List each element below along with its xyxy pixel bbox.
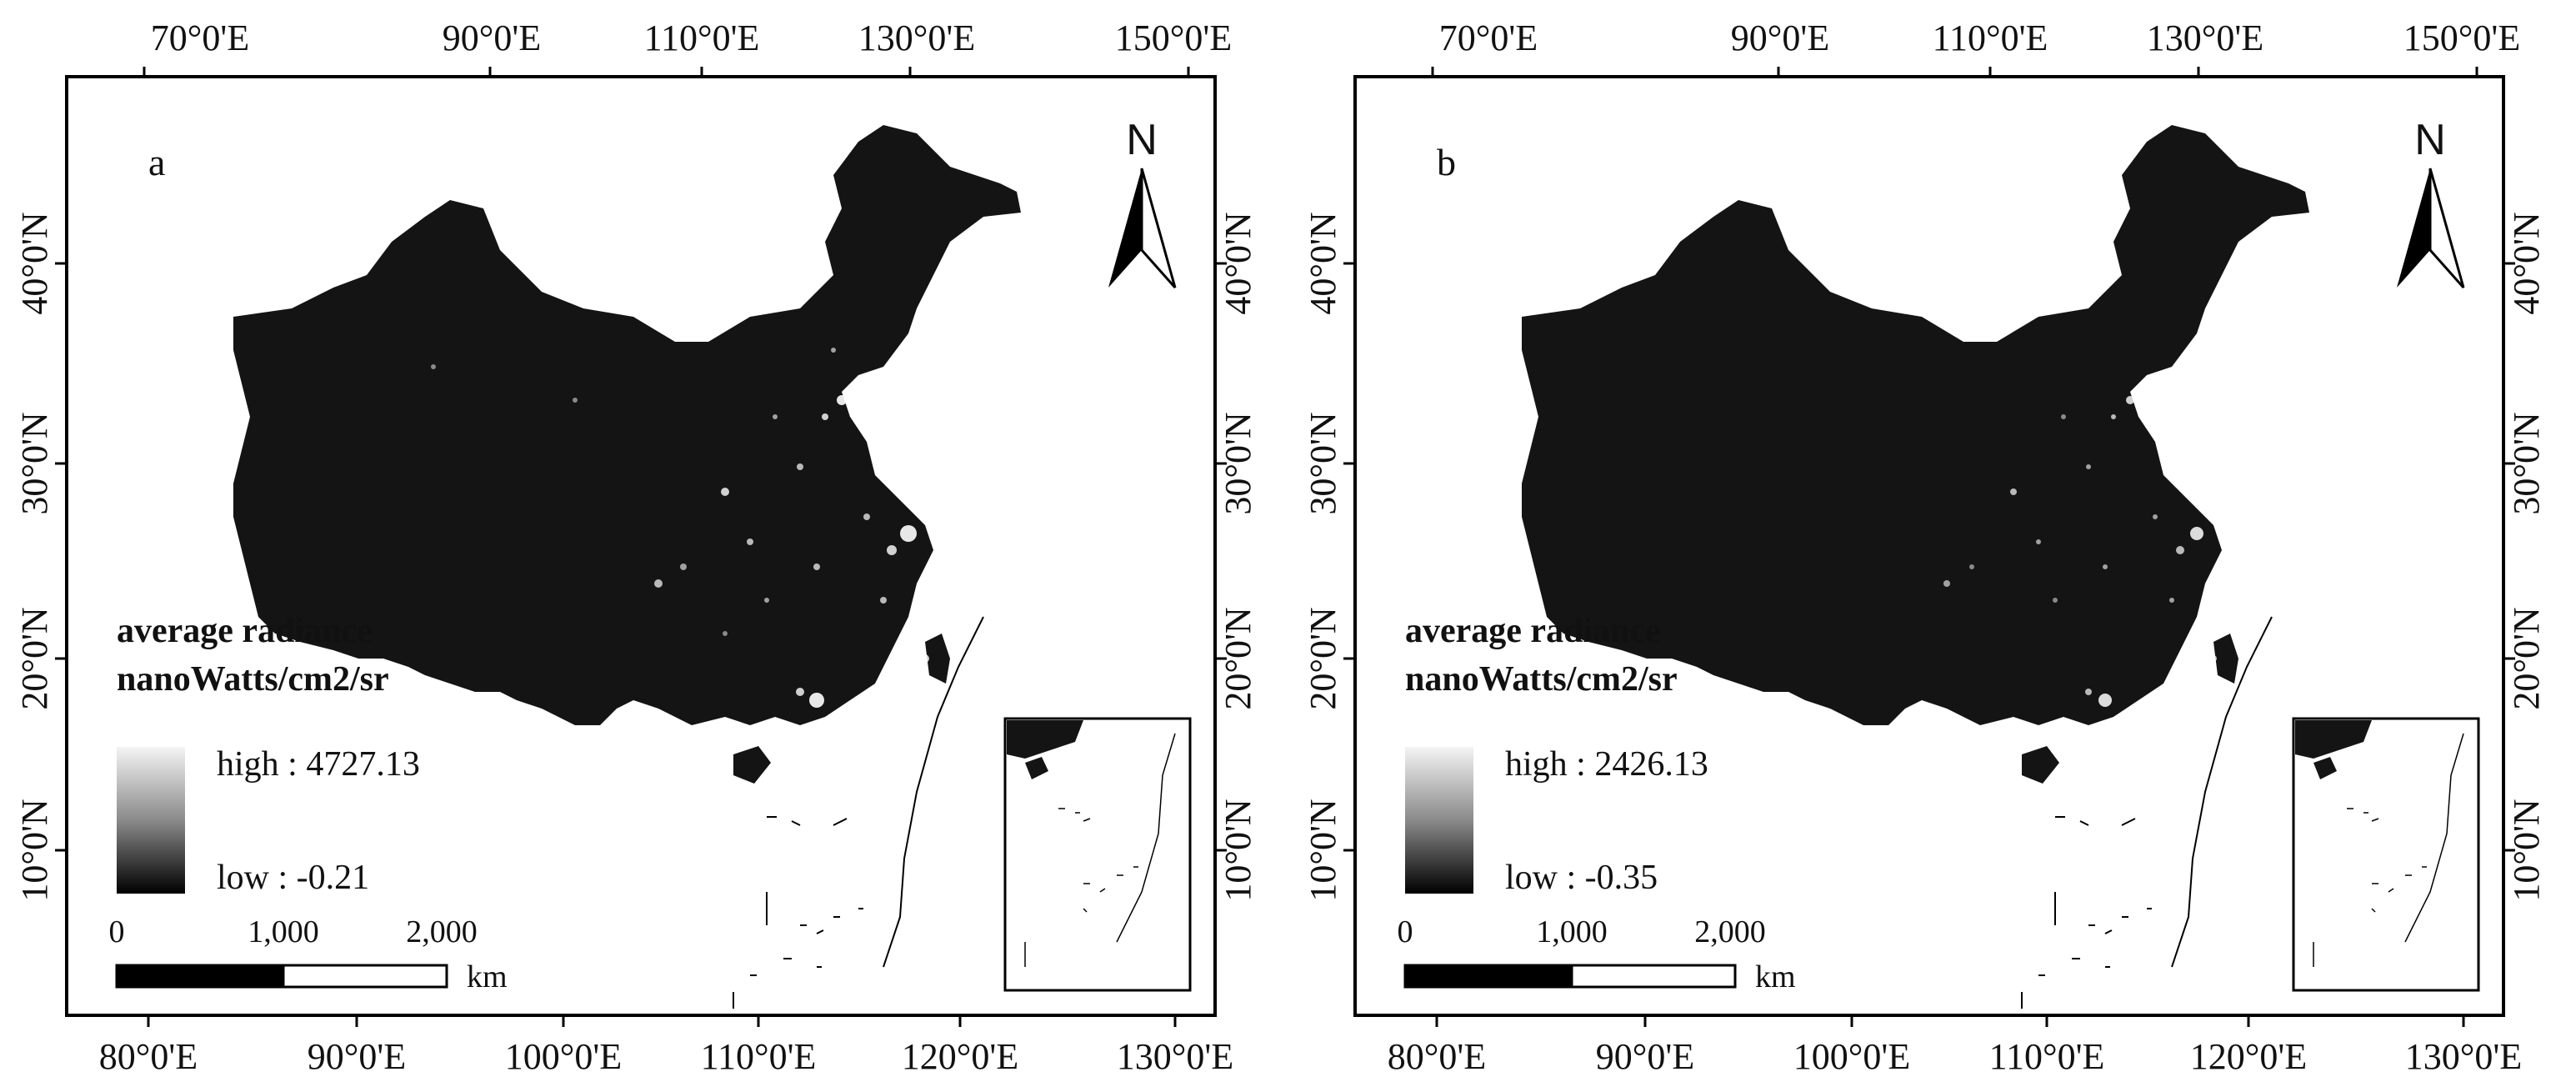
legend: average radiance nanoWatts/cm2/sr high :… [117,612,420,897]
top-tick-label: 150°0'E [1115,18,1232,58]
legend-low-value: low : -0.35 [1505,859,1658,897]
legend-title-line2: nanoWatts/cm2/sr [1405,660,1678,699]
right-tick-label: 20°0'N [2506,607,2547,709]
bottom-tick-label: 90°0'E [1596,1036,1694,1077]
legend-color-ramp [117,747,185,894]
right-graticule-ticks [1215,262,1227,852]
top-tick-label: 110°0'E [1933,18,2048,58]
south-sea-islands [2021,616,2273,1009]
right-tick-label: 20°0'N [1218,607,1258,709]
top-tick-label: 90°0'E [443,18,541,58]
map-canvas-a: 70°0'E 90°0'E 110°0'E 130°0'E 150°0'E 80… [14,18,1258,1077]
legend-title-line1: average radiance [117,612,373,650]
map-panel-a: 70°0'E 90°0'E 110°0'E 130°0'E 150°0'E 80… [14,18,1258,1077]
legend-high-value: high : 4727.13 [217,745,420,784]
left-tick-label: 20°0'N [1303,607,1343,709]
top-tick-label: 70°0'E [151,18,249,58]
scale-label-1000: 1,000 [1536,914,1608,949]
top-tick-label: 90°0'E [1731,18,1829,58]
bottom-tick-label: 120°0'E [2190,1036,2307,1077]
bottom-tick-label: 110°0'E [701,1036,817,1077]
bottom-tick-label: 100°0'E [1793,1036,1910,1077]
inset-map [2292,717,2480,992]
left-graticule-ticks [1343,262,1355,852]
left-graticule-ticks [55,262,67,852]
legend: average radiance nanoWatts/cm2/sr high :… [1405,612,1708,897]
north-letter: N [1126,116,1158,164]
left-tick-label: 10°0'N [1303,799,1343,901]
inset-map [1003,717,1192,992]
left-tick-label: 20°0'N [14,607,55,709]
scale-label-2000: 2,000 [406,914,478,949]
right-tick-label: 40°0'N [2506,212,2547,314]
top-tick-label: 70°0'E [1439,18,1538,58]
map-canvas-b: 70°0'E 90°0'E 110°0'E 130°0'E 150°0'E 80… [1303,18,2547,1077]
north-arrow: N [1108,116,1177,288]
bottom-tick-label: 130°0'E [2405,1036,2522,1077]
night-lights [1943,248,2249,707]
scale-label-2000: 2,000 [1694,914,1766,949]
left-tick-label: 10°0'N [14,799,55,901]
bottom-graticule-ticks [147,1015,1177,1027]
bottom-tick-label: 100°0'E [505,1036,622,1077]
right-tick-label: 30°0'N [1218,412,1258,514]
scale-label-0: 0 [1398,914,1413,949]
bottom-tick-label: 130°0'E [1117,1036,1233,1077]
bottom-graticule-ticks [1435,1015,2465,1027]
legend-low-value: low : -0.21 [217,859,369,897]
top-tick-label: 110°0'E [644,18,760,58]
scale-label-1000: 1,000 [248,914,319,949]
left-tick-label: 30°0'N [14,412,55,514]
right-tick-label: 40°0'N [1218,212,1258,314]
bottom-tick-label: 90°0'E [308,1036,406,1077]
top-tick-label: 130°0'E [2147,18,2263,58]
panel-letter: a [148,141,165,183]
map-panel-b: 70°0'E 90°0'E 110°0'E 130°0'E 150°0'E 80… [1288,0,2576,1092]
scale-bar: 0 1,000 2,000 km [1398,914,1796,994]
left-tick-label: 40°0'N [1303,212,1343,314]
scale-label-0: 0 [109,914,125,949]
right-tick-label: 10°0'N [1218,799,1258,901]
scale-unit: km [467,959,508,994]
top-graticule-ticks [1431,67,2478,77]
scale-unit: km [1755,959,1796,994]
right-graticule-ticks [2503,262,2515,852]
north-letter: N [2414,116,2446,164]
panel-letter: b [1437,141,1456,183]
top-tick-label: 150°0'E [2403,18,2520,58]
left-tick-label: 30°0'N [1303,412,1343,514]
china-land-mass [1522,125,2309,784]
right-tick-label: 30°0'N [2506,412,2547,514]
left-tick-label: 40°0'N [14,212,55,314]
top-tick-label: 130°0'E [858,18,975,58]
bottom-tick-label: 120°0'E [902,1036,1018,1077]
south-sea-islands [733,616,984,1009]
legend-title-line2: nanoWatts/cm2/sr [117,660,389,699]
bottom-tick-label: 110°0'E [1989,1036,2105,1077]
legend-color-ramp [1405,747,1473,894]
top-graticule-ticks [143,67,1190,77]
right-tick-label: 10°0'N [2506,799,2547,901]
night-lights [431,248,961,708]
bottom-tick-label: 80°0'E [99,1036,198,1077]
scale-bar: 0 1,000 2,000 km [109,914,508,994]
north-arrow: N [2397,116,2465,288]
china-land-mass [233,125,1021,784]
bottom-tick-label: 80°0'E [1388,1036,1486,1077]
legend-title-line1: average radiance [1405,612,1661,650]
legend-high-value: high : 2426.13 [1505,745,1708,784]
